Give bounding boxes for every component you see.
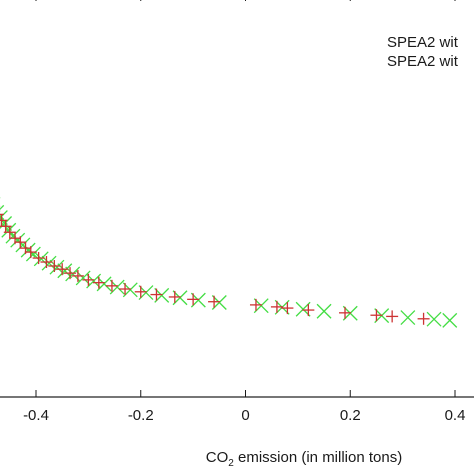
- plus-marker: [168, 290, 181, 303]
- plus-marker: [48, 259, 61, 272]
- cross-stroke: [49, 259, 65, 275]
- cross-stroke: [75, 270, 91, 286]
- cross-stroke: [57, 263, 73, 279]
- cross-stroke: [0, 216, 13, 230]
- cross-stroke: [33, 251, 49, 267]
- cross-stroke: [0, 204, 5, 211]
- cross-stroke: [316, 303, 332, 319]
- legend: SPEA2 wit SPEA2 wit: [387, 34, 459, 70]
- plus-marker: [134, 285, 147, 298]
- plus-marker: [150, 288, 163, 301]
- x-tick-label: 0.2: [340, 407, 361, 424]
- plus-marker: [3, 226, 16, 239]
- cross-marker: [426, 311, 442, 327]
- plus-marker: [417, 312, 430, 325]
- plus-marker: [71, 269, 84, 282]
- plus-marker: [105, 279, 118, 292]
- plus-marker: [119, 283, 132, 296]
- legend-entry-label: SPEA2 wit: [387, 53, 459, 70]
- cross-marker: [316, 303, 332, 319]
- plus-marker: [187, 293, 200, 306]
- plus-marker: [270, 300, 283, 313]
- plus-marker: [56, 263, 69, 276]
- plus-marker: [14, 236, 27, 249]
- data-points: [0, 197, 458, 328]
- plot-border: [0, 396, 474, 398]
- plus-marker: [82, 273, 95, 286]
- x-tick-label: -0.2: [128, 407, 154, 424]
- plus-marker: [249, 298, 262, 311]
- cross-marker: [400, 310, 416, 326]
- plus-marker: [92, 276, 105, 289]
- cross-stroke: [25, 246, 41, 262]
- cross-stroke: [20, 242, 36, 258]
- cross-stroke: [41, 255, 57, 271]
- plus-marker: [281, 302, 294, 315]
- plus-marker: [24, 246, 37, 259]
- cross-marker: [442, 312, 458, 328]
- plus-marker: [339, 306, 352, 319]
- x-tick-label: -0.4: [23, 407, 49, 424]
- plus-marker: [208, 295, 221, 308]
- cross-stroke: [65, 266, 81, 282]
- legend-entry-label: SPEA2 wit: [387, 34, 459, 51]
- cross-stroke: [0, 210, 8, 219]
- x-axis-label-post: emission (in million tons): [234, 449, 402, 466]
- x-axis-label-subscript: 2: [228, 458, 234, 469]
- plus-marker: [386, 310, 399, 323]
- plus-marker: [370, 309, 383, 322]
- cross-stroke: [442, 312, 458, 328]
- x-axis-label-pre: CO: [206, 449, 229, 466]
- cross-stroke: [1, 222, 17, 238]
- cross-stroke: [426, 311, 442, 327]
- x-tick-label: 0: [241, 407, 249, 424]
- plus-marker: [32, 252, 45, 265]
- cross-stroke: [400, 310, 416, 326]
- x-axis-ticks: -0.4 -0.2 0 0.2 0.4: [23, 0, 465, 424]
- x-tick-label: 0.4: [445, 407, 466, 424]
- plus-marker: [302, 304, 315, 317]
- plus-marker: [40, 256, 53, 269]
- plot-frame: [0, 396, 474, 398]
- plus-marker: [64, 267, 77, 280]
- x-axis-label: CO2 emission (in million tons): [206, 449, 402, 469]
